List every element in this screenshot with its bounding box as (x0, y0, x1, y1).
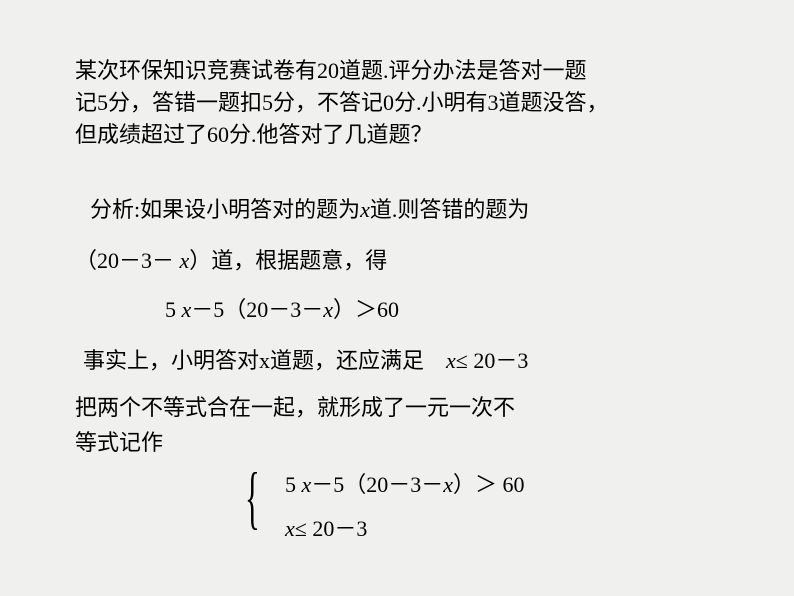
ineq-c: ）＞60 (333, 297, 399, 322)
fact-line: 事实上，小明答对x道题，还应满足 x≤ 20－3 (75, 344, 719, 377)
intro-prefix: 分析:如果设小明答对的题为 (90, 197, 360, 222)
analysis-section: 分析:如果设小明答对的题为x道.则答错的题为 （20－3－ x）道，根据题意，得… (75, 193, 719, 537)
sys1-c: ）＞ 60 (453, 472, 525, 497)
fact-var: x (446, 348, 456, 373)
ineq-a: 5 (165, 297, 182, 322)
ineq-var1: x (182, 297, 192, 322)
left-brace-icon: { (245, 463, 260, 533)
ineq-var2: x (323, 297, 333, 322)
analysis-intro: 分析:如果设小明答对的题为x道.则答错的题为 (75, 193, 719, 226)
sys1-b: －5（20－3－ (311, 472, 443, 497)
problem-statement: 某次环保知识竞赛试卷有20道题.评分办法是答对一题 记5分，答错一题扣5分，不答… (75, 55, 719, 151)
inequality-system: { 5 x－5（20－3－x）＞ 60 x≤ 20－3 (75, 465, 719, 537)
sys2-b: ≤ 20－3 (295, 516, 368, 541)
expr-suffix: ）道，根据题意，得 (189, 248, 387, 273)
problem-line-1: 某次环保知识竞赛试卷有20道题.评分办法是答对一题 (75, 58, 587, 83)
intro-suffix: 道.则答错的题为 (370, 197, 530, 222)
sys1-var1: x (302, 472, 312, 497)
wrong-answer-expr: （20－3－ x）道，根据题意，得 (75, 244, 719, 277)
document-content: 某次环保知识竞赛试卷有20道题.评分办法是答对一题 记5分，答错一题扣5分，不答… (0, 0, 794, 537)
sys2-var: x (285, 516, 295, 541)
sys1-a: 5 (285, 472, 302, 497)
main-inequality: 5 x－5（20－3－x）＞60 (75, 293, 719, 326)
sys1-var2: x (443, 472, 453, 497)
expr-prefix: （20－3－ (75, 248, 180, 273)
expr-variable: x (180, 248, 190, 273)
conclusion-line-2: 等式记作 (75, 426, 719, 459)
system-inequality-1: 5 x－5（20－3－x）＞ 60 (255, 465, 719, 499)
problem-line-3: 但成绩超过了60分.他答对了几道题？ (75, 122, 433, 147)
intro-variable: x (360, 197, 370, 222)
fact-b: ≤ 20－3 (456, 348, 529, 373)
fact-a: 事实上，小明答对x道题，还应满足 (83, 348, 424, 373)
ineq-b: －5（20－3－ (191, 297, 323, 322)
problem-line-2: 记5分，答错一题扣5分，不答记0分.小明有3道题没答， (75, 90, 609, 115)
system-inequality-2: x≤ 20－3 (255, 511, 719, 543)
conclusion-line-1: 把两个不等式合在一起，就形成了一元一次不 (75, 391, 719, 424)
